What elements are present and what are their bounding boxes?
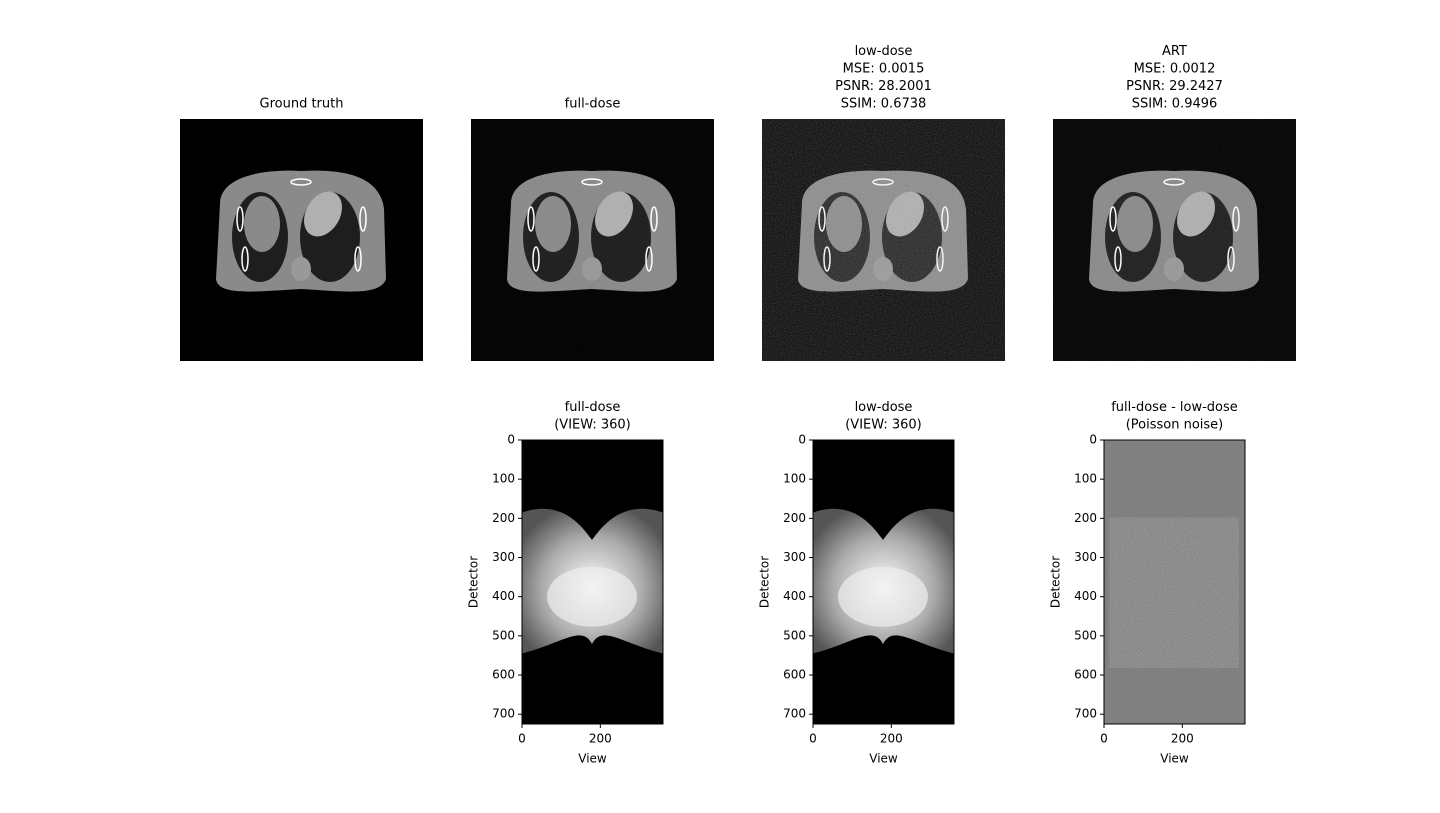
x-tick-label: 200 bbox=[1171, 732, 1194, 746]
heart bbox=[304, 191, 342, 237]
panel-title: full-dose bbox=[565, 400, 621, 415]
x-axis-label: View bbox=[1160, 752, 1189, 766]
y-tick-label: 500 bbox=[783, 628, 806, 642]
axes-frame bbox=[521, 439, 664, 725]
y-tick-label: 600 bbox=[492, 668, 515, 682]
y-tick-label: 100 bbox=[492, 472, 515, 486]
sinogram-core bbox=[547, 566, 637, 627]
y-tick-label: 500 bbox=[492, 628, 515, 642]
y-tick-label: 600 bbox=[1074, 668, 1097, 682]
panel-title: ART bbox=[1162, 44, 1187, 59]
spine bbox=[291, 257, 311, 281]
sinogram-core bbox=[838, 566, 928, 627]
x-axis-label: View bbox=[578, 752, 607, 766]
y-tick-label: 400 bbox=[492, 589, 515, 603]
y-tick-label: 700 bbox=[1074, 707, 1097, 721]
y-tick-label: 200 bbox=[783, 511, 806, 525]
x-tick-label: 200 bbox=[589, 732, 612, 746]
y-tick-label: 400 bbox=[1074, 589, 1097, 603]
noise bbox=[471, 119, 714, 361]
panel-title: (Poisson noise) bbox=[1126, 418, 1224, 433]
x-tick-label: 0 bbox=[1100, 732, 1108, 746]
axes-frame bbox=[812, 439, 955, 725]
panel: full-dose bbox=[471, 97, 714, 361]
x-tick-label: 200 bbox=[880, 732, 903, 746]
y-tick-label: 0 bbox=[798, 433, 806, 447]
panel-title: PSNR: 29.2427 bbox=[1126, 79, 1223, 94]
rib bbox=[236, 206, 244, 232]
panel: ART MSE: 0.0012 PSNR: 29.2427 SSIM: 0.9496 bbox=[1053, 44, 1296, 361]
y-axis-label: Detector bbox=[467, 556, 481, 608]
x-tick-label: 0 bbox=[809, 732, 817, 746]
y-tick-label: 600 bbox=[783, 668, 806, 682]
panel-title: low-dose bbox=[855, 400, 913, 415]
panel-title: low-dose bbox=[855, 44, 913, 59]
organ bbox=[244, 196, 280, 252]
panel-title: MSE: 0.0015 bbox=[843, 62, 925, 77]
y-tick-label: 300 bbox=[783, 550, 806, 564]
panel-title: full-dose bbox=[565, 97, 621, 112]
y-tick-label: 200 bbox=[1074, 511, 1097, 525]
axes-frame bbox=[1103, 439, 1246, 725]
y-tick-label: 100 bbox=[1074, 472, 1097, 486]
noise bbox=[762, 119, 1005, 361]
y-tick-label: 200 bbox=[492, 511, 515, 525]
y-tick-label: 500 bbox=[1074, 628, 1097, 642]
noise-region bbox=[1109, 517, 1239, 668]
panel-title: SSIM: 0.6738 bbox=[841, 97, 927, 112]
panel-title: full-dose - low-dose bbox=[1111, 400, 1238, 415]
panel: low-dose MSE: 0.0015 PSNR: 28.2001 SSIM: 0.… bbox=[762, 44, 1005, 361]
y-axis-label: Detector bbox=[758, 556, 772, 608]
rib bbox=[241, 246, 249, 272]
panel-title: PSNR: 28.2001 bbox=[835, 79, 932, 94]
y-tick-label: 0 bbox=[1089, 433, 1097, 447]
panel-title: (VIEW: 360) bbox=[554, 418, 631, 433]
noise bbox=[1053, 119, 1296, 361]
y-tick-label: 700 bbox=[783, 707, 806, 721]
y-axis-label: Detector bbox=[1049, 556, 1063, 608]
panel-title: MSE: 0.0012 bbox=[1134, 62, 1216, 77]
x-tick-label: 0 bbox=[518, 732, 526, 746]
rib bbox=[354, 246, 362, 272]
rib bbox=[359, 206, 367, 232]
y-tick-label: 100 bbox=[783, 472, 806, 486]
x-axis-label: View bbox=[869, 752, 898, 766]
panel: Ground truth bbox=[180, 97, 423, 361]
panel-title: SSIM: 0.9496 bbox=[1132, 97, 1218, 112]
sternum bbox=[290, 178, 312, 186]
y-tick-label: 300 bbox=[1074, 550, 1097, 564]
y-tick-label: 300 bbox=[492, 550, 515, 564]
y-tick-label: 400 bbox=[783, 589, 806, 603]
panel-title: Ground truth bbox=[260, 97, 344, 112]
y-tick-label: 0 bbox=[507, 433, 515, 447]
panel-title: (VIEW: 360) bbox=[845, 418, 922, 433]
y-tick-label: 700 bbox=[492, 707, 515, 721]
